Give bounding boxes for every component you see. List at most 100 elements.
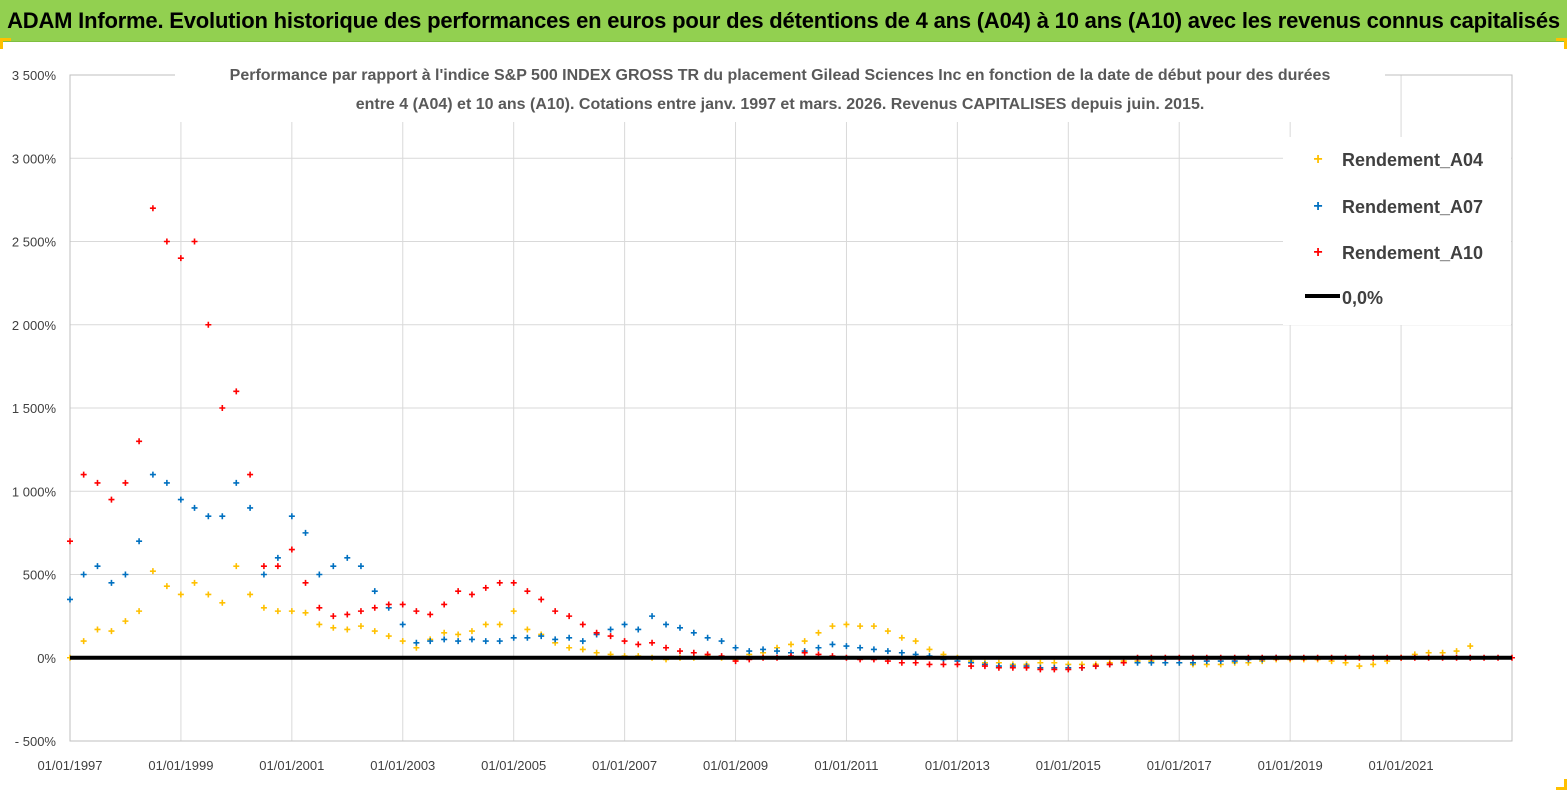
- data-point-Rendement_A10: [607, 633, 614, 640]
- performance-chart: - 500% 0% 500% 1 000% 1 500% 2 000% 2 500% 3 00…: [12, 60, 1515, 773]
- data-point-Rendement_A04: [884, 628, 891, 635]
- data-point-Rendement_A10: [149, 205, 156, 212]
- x-tick-label: 01/01/2013: [925, 758, 990, 773]
- data-point-Rendement_A10: [690, 649, 697, 656]
- data-point-Rendement_A04: [843, 621, 850, 628]
- data-point-Rendement_A04: [926, 646, 933, 653]
- data-point-Rendement_A10: [593, 629, 600, 636]
- chart-area: - 500% 0% 500% 1 000% 1 500% 2 000% 2 500% 3 00…: [0, 42, 1567, 790]
- data-point-Rendement_A04: [205, 591, 212, 598]
- data-point-Rendement_A10: [912, 659, 919, 666]
- x-tick-label: 01/01/2003: [370, 758, 435, 773]
- data-point-Rendement_A04: [344, 626, 351, 633]
- report-title: ADAM Informe. Evolution historique des p…: [7, 7, 1560, 33]
- data-point-Rendement_A04: [496, 621, 503, 628]
- data-point-Rendement_A10: [482, 584, 489, 591]
- data-point-Rendement_A04: [593, 649, 600, 656]
- y-tick-label: 3 500%: [12, 68, 57, 83]
- data-point-Rendement_A10: [330, 613, 337, 620]
- data-point-Rendement_A10: [621, 638, 628, 645]
- data-point-Rendement_A04: [829, 623, 836, 630]
- data-point-Rendement_A07: [718, 638, 725, 645]
- data-point-Rendement_A04: [524, 626, 531, 633]
- data-point-Rendement_A10: [136, 438, 143, 445]
- data-point-Rendement_A10: [968, 663, 975, 670]
- data-point-Rendement_A04: [330, 624, 337, 631]
- data-point-Rendement_A04: [815, 629, 822, 636]
- data-point-Rendement_A04: [247, 591, 254, 598]
- data-point-Rendement_A10: [274, 563, 281, 570]
- y-tick-label: 2 500%: [12, 235, 57, 250]
- data-point-Rendement_A07: [843, 643, 850, 650]
- data-point-Rendement_A07: [538, 633, 545, 640]
- data-point-Rendement_A07: [649, 613, 656, 620]
- data-point-Rendement_A04: [857, 623, 864, 630]
- data-point-Rendement_A07: [635, 626, 642, 633]
- data-point-Rendement_A07: [122, 571, 129, 578]
- chart-title-line-2: entre 4 (A04) et 10 ans (A10). Cotations…: [356, 96, 1205, 113]
- data-point-Rendement_A07: [746, 648, 753, 655]
- data-point-Rendement_A04: [1453, 648, 1460, 655]
- data-point-Rendement_A07: [884, 648, 891, 655]
- data-point-Rendement_A07: [621, 621, 628, 628]
- data-point-Rendement_A10: [80, 471, 87, 478]
- x-tick-label: 01/01/2007: [592, 758, 657, 773]
- data-point-Rendement_A10: [344, 611, 351, 618]
- data-point-Rendement_A07: [94, 563, 101, 570]
- corner-marker-bottom-right: [1556, 779, 1567, 790]
- data-point-Rendement_A10: [468, 591, 475, 598]
- data-point-Rendement_A04: [80, 638, 87, 645]
- report-banner: ADAM Informe. Evolution historique des p…: [0, 0, 1567, 42]
- data-point-Rendement_A10: [981, 663, 988, 670]
- title-backdrop: [175, 60, 1385, 122]
- data-point-Rendement_A07: [496, 638, 503, 645]
- data-point-Rendement_A07: [80, 571, 87, 578]
- data-point-Rendement_A10: [316, 604, 323, 611]
- data-point-Rendement_A04: [510, 608, 517, 615]
- data-point-Rendement_A10: [260, 563, 267, 570]
- data-point-Rendement_A07: [108, 579, 115, 586]
- data-point-Rendement_A10: [357, 608, 364, 615]
- data-point-Rendement_A04: [302, 609, 309, 616]
- data-point-Rendement_A04: [136, 608, 143, 615]
- data-point-Rendement_A07: [690, 629, 697, 636]
- data-point-Rendement_A04: [468, 628, 475, 635]
- data-point-Rendement_A04: [274, 608, 281, 615]
- data-point-Rendement_A10: [413, 608, 420, 615]
- data-point-Rendement_A04: [108, 628, 115, 635]
- y-tick-label: 0%: [37, 651, 56, 666]
- data-point-Rendement_A07: [67, 596, 73, 603]
- data-point-Rendement_A07: [898, 649, 905, 656]
- data-point-Rendement_A07: [676, 624, 683, 631]
- data-point-Rendement_A07: [760, 646, 767, 653]
- data-point-Rendement_A07: [455, 638, 462, 645]
- data-point-Rendement_A07: [857, 644, 864, 651]
- legend-label-a07: Rendement_A07: [1342, 197, 1483, 217]
- data-point-Rendement_A07: [732, 644, 739, 651]
- y-axis-ticks: - 500% 0% 500% 1 000% 1 500% 2 000% 2 500% 3 00…: [12, 68, 57, 749]
- data-point-Rendement_A07: [524, 634, 531, 641]
- legend-label-zero: 0,0%: [1342, 288, 1383, 308]
- data-point-Rendement_A04: [219, 599, 226, 606]
- data-point-Rendement_A07: [579, 638, 586, 645]
- data-point-Rendement_A10: [1092, 663, 1099, 670]
- data-point-Rendement_A10: [566, 613, 573, 620]
- data-point-Rendement_A04: [1370, 661, 1377, 668]
- data-point-Rendement_A07: [552, 636, 559, 643]
- y-tick-label: 500%: [23, 568, 57, 583]
- data-point-Rendement_A04: [385, 633, 392, 640]
- data-point-Rendement_A04: [788, 641, 794, 648]
- x-axis-ticks: 01/01/1997 01/01/1999 01/01/2001 01/01/2003…: [37, 758, 1433, 773]
- data-point-Rendement_A10: [1037, 666, 1044, 673]
- x-tick-label: 01/01/2015: [1036, 758, 1101, 773]
- data-point-Rendement_A07: [177, 496, 184, 503]
- data-point-Rendement_A04: [399, 638, 406, 645]
- data-point-Rendement_A10: [940, 661, 947, 668]
- series-Rendement_A04: [67, 563, 1474, 670]
- data-point-Rendement_A07: [274, 554, 281, 561]
- data-point-Rendement_A07: [704, 634, 711, 641]
- x-tick-label: 01/01/2009: [703, 758, 768, 773]
- y-tick-label: 1 000%: [12, 484, 57, 499]
- data-point-Rendement_A07: [149, 471, 156, 478]
- data-point-Rendement_A10: [455, 588, 462, 595]
